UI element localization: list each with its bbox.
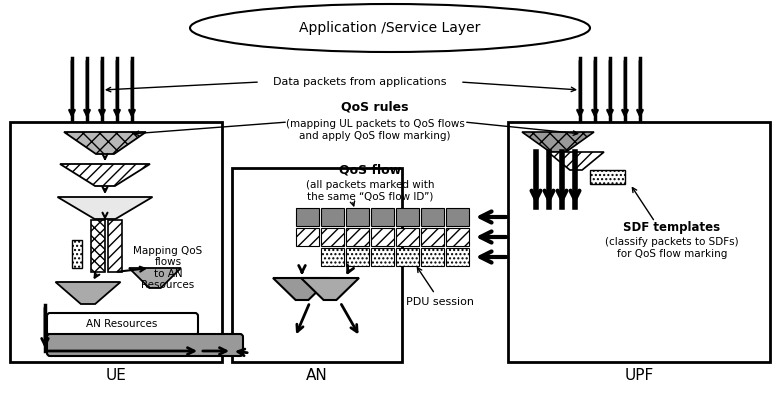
Text: QoS flow: QoS flow	[339, 163, 401, 176]
Bar	[396, 208, 419, 226]
Polygon shape	[273, 278, 331, 300]
Bar	[321, 228, 344, 246]
Text: SDF templates: SDF templates	[623, 222, 721, 235]
Bar	[321, 248, 344, 266]
Bar	[421, 228, 444, 246]
Bar	[446, 248, 469, 266]
Bar	[10, 122, 222, 362]
Bar	[346, 208, 369, 226]
Text: AN: AN	[306, 369, 328, 384]
Bar	[396, 248, 419, 266]
Bar	[371, 248, 394, 266]
Polygon shape	[301, 278, 359, 300]
Text: Application /Service Layer: Application /Service Layer	[299, 21, 480, 35]
Text: (classify packets to SDFs)
for QoS flow marking: (classify packets to SDFs) for QoS flow …	[605, 237, 739, 259]
Text: QoS rules: QoS rules	[341, 101, 408, 114]
Text: (mapping UL packets to QoS flows
and apply QoS flow marking): (mapping UL packets to QoS flows and app…	[286, 119, 465, 141]
Bar	[296, 228, 319, 246]
Bar	[346, 228, 369, 246]
Text: Mapping QoS
flows
to AN
Resources: Mapping QoS flows to AN Resources	[134, 246, 202, 290]
FancyBboxPatch shape	[47, 313, 198, 335]
Bar	[396, 228, 419, 246]
Bar	[446, 208, 469, 226]
FancyBboxPatch shape	[47, 334, 243, 356]
Polygon shape	[129, 268, 181, 288]
Text: PDU session: PDU session	[406, 297, 474, 307]
Polygon shape	[548, 152, 604, 170]
Bar	[508, 122, 770, 362]
Bar	[421, 248, 444, 266]
Bar	[72, 240, 82, 268]
Polygon shape	[58, 197, 152, 219]
Bar	[446, 228, 469, 246]
Bar	[421, 208, 444, 226]
Bar	[590, 170, 625, 184]
Text: UPF: UPF	[624, 369, 654, 384]
Polygon shape	[55, 282, 120, 304]
Text: UE: UE	[105, 369, 127, 384]
Bar	[321, 208, 344, 226]
Bar	[371, 228, 394, 246]
Bar	[232, 168, 402, 362]
Bar	[91, 220, 105, 272]
Text: AN Resources: AN Resources	[87, 319, 158, 329]
Ellipse shape	[190, 4, 590, 52]
Bar	[346, 248, 369, 266]
Polygon shape	[64, 132, 146, 154]
Bar	[108, 220, 122, 272]
Text: Data packets from applications: Data packets from applications	[273, 77, 447, 87]
Bar	[296, 208, 319, 226]
Bar	[371, 208, 394, 226]
Polygon shape	[522, 132, 594, 152]
Text: (all packets marked with
the same “QoS flow ID”): (all packets marked with the same “QoS f…	[305, 180, 434, 202]
Polygon shape	[60, 164, 150, 186]
